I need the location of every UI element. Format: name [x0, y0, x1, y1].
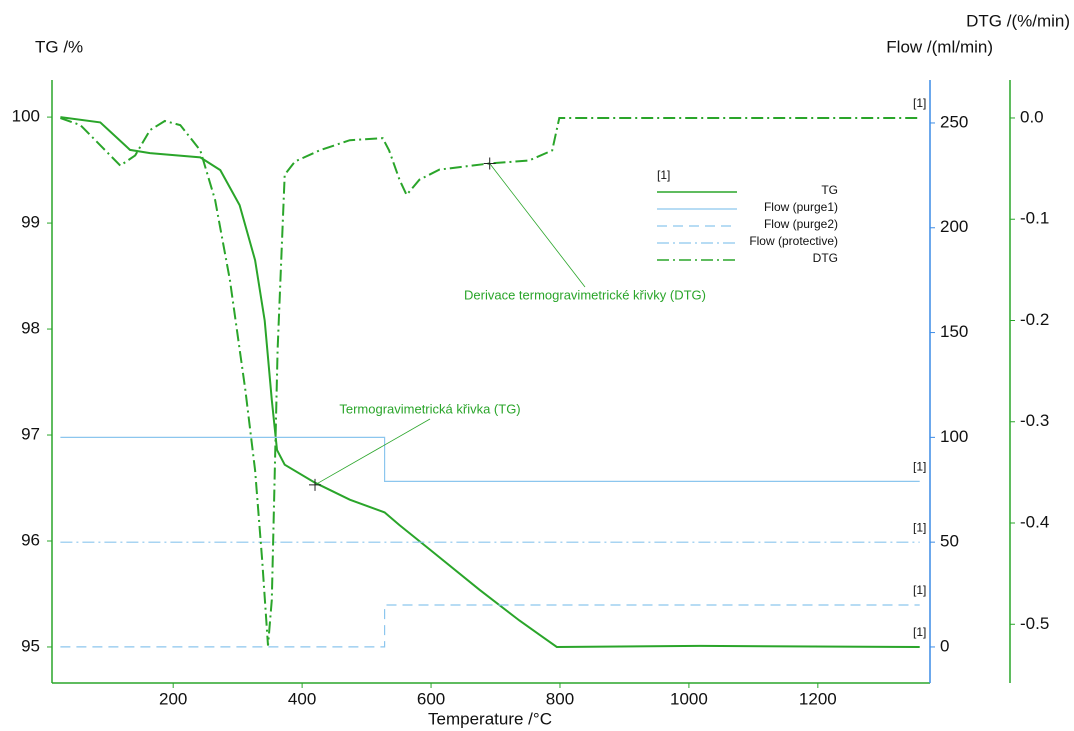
x-axis-title: Temperature /°C: [428, 709, 552, 728]
annotation-leader: [314, 418, 431, 486]
legend-label: Flow (purge1): [764, 200, 838, 214]
y3-tick-label: -0.2: [1020, 310, 1049, 329]
y3-axis-title: DTG /(%/min): [966, 11, 1070, 30]
series-end-label: [1]: [913, 520, 926, 534]
x-tick-label: 200: [159, 689, 187, 708]
x-tick-label: 400: [288, 689, 316, 708]
y-tick-label: 100: [12, 107, 40, 126]
y-tick-label: 95: [21, 636, 40, 655]
annotation-text: Derivace termogravimetrické křivky (DTG): [464, 287, 706, 302]
legend-title: [1]: [657, 168, 670, 182]
series-end-label: [1]: [913, 625, 926, 639]
y3-tick-label: -0.1: [1020, 209, 1049, 228]
x-tick-label: 800: [546, 689, 574, 708]
legend-label: Flow (purge2): [764, 217, 838, 231]
y-axis-title: TG /%: [35, 37, 83, 56]
annotation-text: Termogravimetrická křivka (TG): [339, 401, 520, 416]
y3-tick-label: -0.3: [1020, 411, 1049, 430]
series-line: [60, 117, 920, 646]
y2-axis-title: Flow /(ml/min): [886, 37, 993, 56]
series-end-label: [1]: [913, 460, 926, 474]
legend-label: DTG: [813, 251, 838, 265]
x-tick-label: 1200: [799, 689, 837, 708]
x-tick-label: 1000: [670, 689, 708, 708]
y3-tick-label: 0.0: [1020, 107, 1044, 126]
series-end-label: [1]: [913, 583, 926, 597]
y3-tick-label: -0.5: [1020, 614, 1049, 633]
annotation-point: [309, 478, 322, 491]
y2-tick-label: 250: [940, 112, 968, 131]
y-tick-label: 96: [21, 530, 40, 549]
y2-tick-label: 100: [940, 427, 968, 446]
legend-label: TG: [821, 183, 838, 197]
y3-tick-label: -0.4: [1020, 512, 1049, 531]
annotation-point: [483, 157, 496, 170]
y-tick-label: 97: [21, 425, 40, 444]
y-tick-label: 98: [21, 319, 40, 338]
annotation-leader: [489, 163, 586, 288]
legend-label: Flow (protective): [749, 234, 838, 248]
y2-tick-label: 0: [940, 636, 949, 655]
y2-tick-label: 150: [940, 322, 968, 341]
x-tick-label: 600: [417, 689, 445, 708]
y-tick-label: 99: [21, 213, 40, 232]
series-end-label: [1]: [913, 96, 926, 110]
series-line: [60, 116, 920, 649]
y2-tick-label: 50: [940, 532, 959, 551]
y2-tick-label: 200: [940, 217, 968, 236]
series-line: [60, 604, 920, 648]
series-line: [60, 436, 920, 482]
